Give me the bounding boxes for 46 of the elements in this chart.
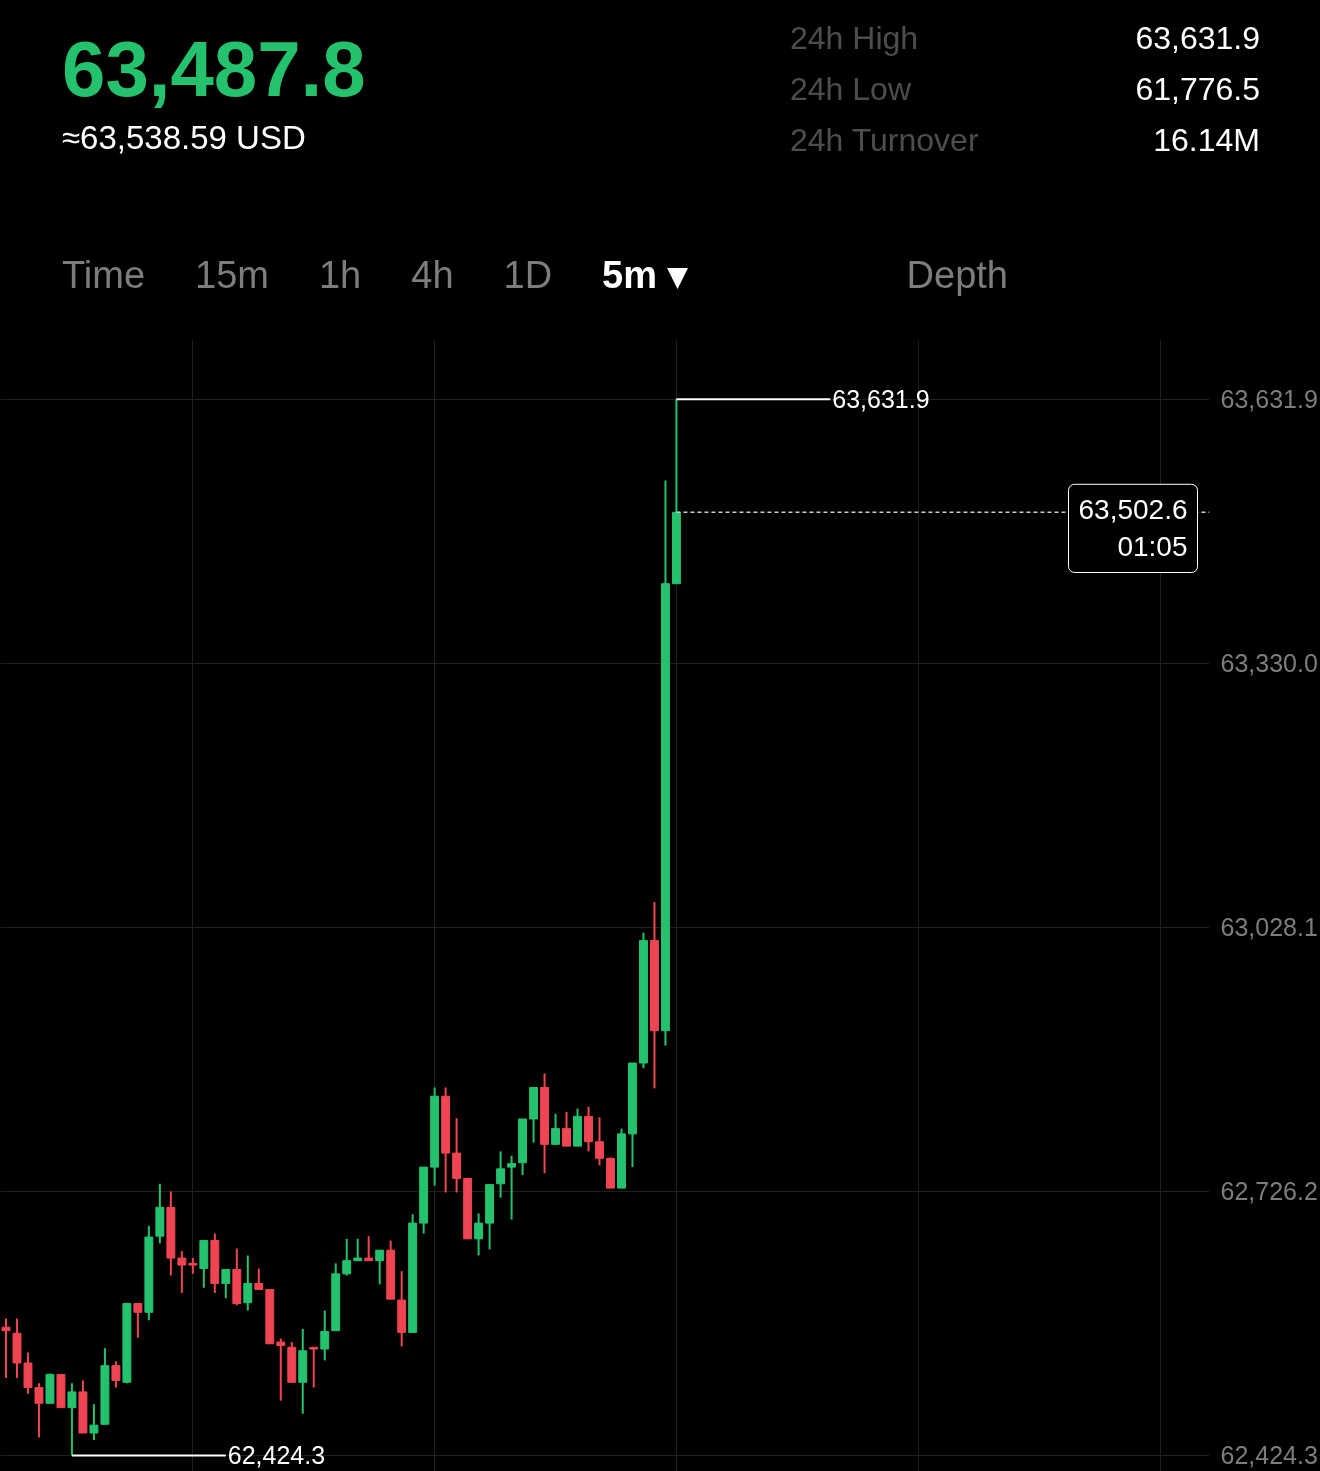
candlestick: [562, 1110, 571, 1148]
text: 61,776.5: [1135, 70, 1260, 109]
text: Depth: [906, 254, 1008, 296]
y-tick-label: 62,726.2: [1220, 1177, 1318, 1206]
ref-line-label: 63,502.6: [1078, 494, 1188, 526]
candlestick: [320, 1309, 330, 1362]
text: 5m ▾: [602, 254, 687, 296]
candlestick: [353, 1237, 363, 1262]
candlestick: [595, 1116, 604, 1167]
ref-line-label: 63,631.9: [832, 385, 930, 414]
candlestick: [221, 1268, 231, 1300]
candlestick: [111, 1360, 121, 1389]
y-tick-label: 63,631.9: [1220, 385, 1318, 414]
candlestick: [375, 1249, 385, 1286]
candlestick: [342, 1237, 352, 1277]
text: 1D: [503, 254, 553, 296]
candlestick: [254, 1267, 264, 1291]
text: 16.14M: [1153, 121, 1260, 160]
candlestick: [243, 1254, 253, 1312]
chart-title: 63,487.8: [62, 25, 366, 113]
chart-subtitle: ≈63,538.59 USD: [62, 118, 306, 158]
text: 24h Turnover: [790, 121, 979, 160]
candlestick: [1, 1317, 11, 1379]
candlestick: [364, 1235, 374, 1262]
y-tick-label: 62,424.3: [1220, 1441, 1318, 1470]
candlestick: [551, 1112, 560, 1146]
text: 63,631.9: [1135, 19, 1260, 58]
candlestick: [474, 1212, 484, 1257]
text: 24h Low: [790, 70, 911, 109]
candlestick: [89, 1403, 99, 1442]
annotation: 01:05: [1117, 531, 1188, 563]
text: 1h: [318, 254, 362, 296]
candlestick: [177, 1250, 187, 1295]
text: 24h High: [790, 19, 919, 58]
candlestick: [309, 1346, 319, 1389]
y-tick-label: 63,330.0: [1220, 649, 1318, 678]
candlestick: [67, 1382, 77, 1457]
text: Time: [62, 254, 146, 296]
text: 15m: [195, 254, 269, 296]
candlestick: [133, 1302, 143, 1339]
candlestick: [496, 1150, 506, 1199]
candlestick: [276, 1337, 286, 1402]
y-tick-label: 63,028.1: [1220, 913, 1318, 942]
text: 4h: [411, 254, 454, 296]
ref-line-label: 62,424.3: [227, 1441, 326, 1470]
candlestick: [507, 1154, 517, 1221]
